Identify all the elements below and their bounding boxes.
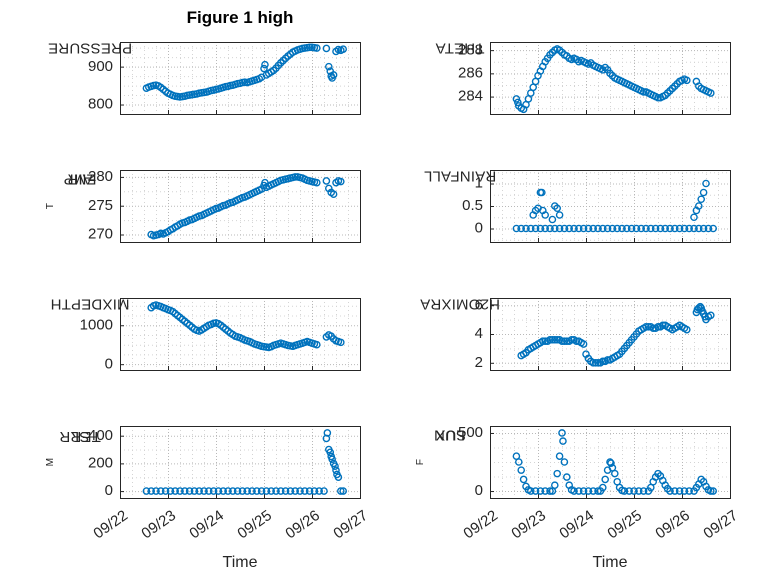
plot-sun-flux	[440, 418, 740, 548]
ylabel-airtemp: AIR T EMP	[45, 170, 97, 210]
xlabel-time-left: Time	[222, 554, 258, 571]
subplot-rainfall: RAINFALL	[386, 162, 740, 250]
subplot-theta: THETA	[386, 34, 740, 122]
subplot-airtemp: AIR T EMP	[16, 162, 370, 250]
subplot-sun-flux: SUN F LUX	[386, 418, 740, 548]
plot-rainfall	[440, 162, 740, 250]
ylabel-sun-flux: SUN F LUX	[415, 426, 467, 466]
subplot-pressure: PRESSURE	[16, 34, 370, 122]
figure-title: Figure 1 high	[186, 8, 294, 27]
ylabel-rainfall: RAINFALL	[423, 167, 497, 185]
ylabel-h2omixra: H2OMIXRA	[420, 295, 500, 313]
plot-theta	[440, 34, 740, 122]
ylabel-terr-msl: TERR M SL	[45, 427, 101, 467]
plot-airtemp	[70, 162, 370, 250]
subplot-h2omixra: H2OMIXRA	[386, 290, 740, 378]
figure-title-row: Figure 1 high	[0, 0, 778, 34]
plot-mixdepth	[70, 290, 370, 378]
ylabel-pressure: PRESSURE	[47, 39, 133, 57]
subplot-mixdepth: MIXDEPTH	[16, 290, 370, 378]
xlabel-row: Time Time	[0, 550, 778, 580]
ylabel-mixdepth: MIXDEPTH	[50, 295, 130, 313]
plot-terr-msl	[70, 418, 370, 548]
subplot-terr-msl: TERR M SL	[16, 418, 370, 548]
subplot-grid: PRESSURE THETA AIR T EMP RAINFALL MIXDEPTH	[16, 34, 778, 548]
ylabel-theta: THETA	[435, 39, 485, 57]
xlabel-time-right: Time	[592, 554, 628, 571]
plot-pressure	[70, 34, 370, 122]
plot-h2omixra	[440, 290, 740, 378]
